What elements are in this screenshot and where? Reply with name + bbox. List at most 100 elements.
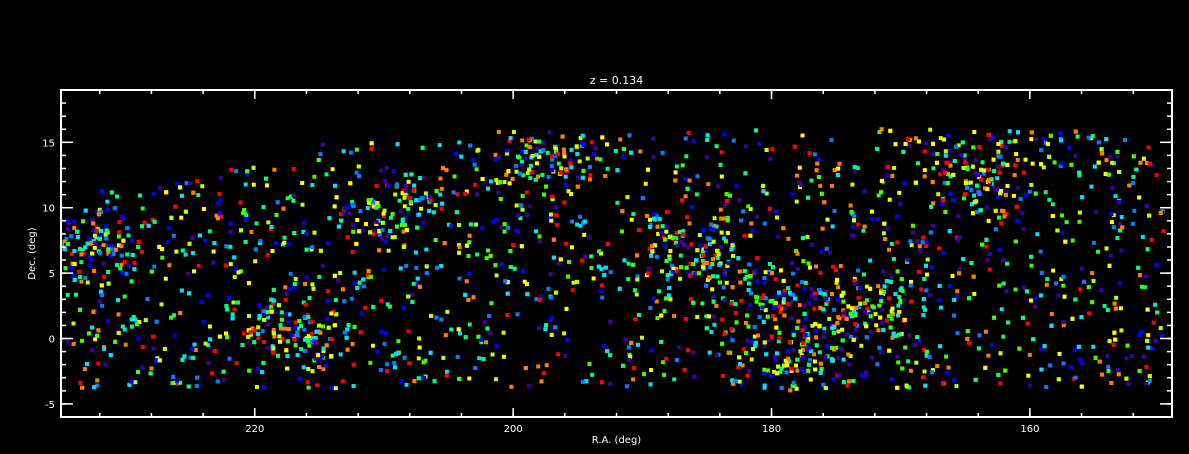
data-point [81,250,86,255]
data-point [384,165,389,170]
data-point [696,271,701,276]
data-point [174,249,179,254]
data-point [377,248,382,253]
data-point [922,168,927,173]
data-point [779,306,784,311]
data-point [763,296,768,301]
data-point [265,306,270,311]
data-point [180,357,185,362]
data-point [685,215,689,220]
data-point [853,305,858,310]
data-point [321,367,326,372]
data-point [681,229,686,234]
data-point [836,329,841,334]
data-point [257,313,262,318]
data-point [216,201,221,206]
data-point [101,261,106,266]
data-point [879,290,884,295]
data-point [345,204,350,209]
data-point [120,271,125,275]
data-point [762,276,767,280]
data-point [78,307,82,312]
data-point [631,377,636,382]
data-point [889,309,894,314]
data-point [746,204,751,209]
data-point [615,168,620,173]
data-point [774,325,779,330]
data-point [1086,285,1091,290]
y-tick-label: 15 [42,138,55,149]
data-point [767,272,772,276]
data-point [244,172,249,177]
data-point [273,241,278,246]
data-point [646,271,651,276]
data-point [1100,151,1105,156]
data-point [231,300,236,305]
data-point [763,270,768,275]
data-point [72,225,77,230]
data-point [326,241,330,246]
data-point [998,381,1003,386]
data-point [547,130,552,135]
data-point [931,141,935,146]
data-point [403,215,408,220]
data-point [887,247,891,252]
data-point [745,338,750,343]
data-point [250,326,255,331]
data-point [1080,195,1085,200]
data-point [938,136,943,141]
data-point [271,351,275,355]
data-point [486,248,490,253]
data-point [764,191,769,196]
data-point [117,220,122,225]
data-point [688,273,693,278]
data-point [962,153,967,158]
data-point [393,365,397,370]
data-point [400,191,405,196]
data-point [993,227,998,232]
data-point [244,213,249,218]
data-point [475,252,480,257]
data-point [122,260,127,265]
data-point [495,180,500,185]
data-point [230,316,235,321]
data-point [736,365,741,370]
data-point [493,152,498,157]
data-point [695,248,700,253]
data-point [748,207,753,212]
data-point [804,317,809,321]
data-point [1113,306,1118,311]
data-point [108,253,113,258]
data-point [334,312,339,317]
data-point [885,226,890,231]
data-point [1073,297,1078,302]
data-point [160,255,165,260]
data-point [117,230,122,235]
data-point [488,331,493,336]
data-point [160,247,165,252]
data-point [662,372,667,377]
data-point [693,272,698,277]
data-point [589,254,594,259]
data-point [821,309,826,314]
data-point [1126,381,1131,386]
data-point [70,251,75,256]
data-point [895,240,900,245]
data-point [518,171,523,176]
data-point [791,292,796,297]
data-point [186,271,191,276]
data-point [737,379,742,384]
data-point [276,303,281,308]
data-point [520,269,525,274]
data-point [283,285,288,290]
data-point [972,193,976,198]
data-point [1131,174,1136,179]
data-point [791,380,796,385]
data-point [989,177,994,182]
data-point [1001,209,1006,214]
data-point [898,300,903,305]
data-point [910,230,915,235]
data-point [251,182,256,187]
data-point [414,198,419,203]
data-point [414,250,418,255]
